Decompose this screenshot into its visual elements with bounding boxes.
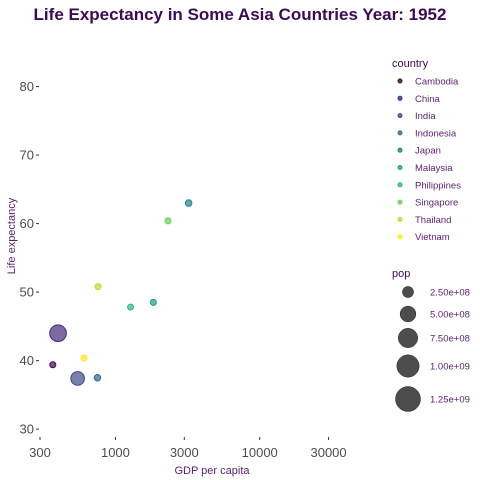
y-tick-label: 60: [20, 216, 34, 231]
y-tick-label: 70: [20, 148, 34, 163]
legend-key-indonesia: [397, 130, 403, 136]
y-tick-label: 80: [20, 79, 34, 94]
point-thailand: [94, 283, 102, 291]
point-china: [49, 324, 67, 343]
y-tick-label: 30: [20, 422, 34, 437]
legend-label-singapore: Singapore: [415, 198, 458, 209]
color-legend-title: country: [392, 58, 429, 70]
legend-label-indonesia: Indonesia: [415, 128, 457, 139]
size-legend-key: [399, 305, 417, 323]
size-legend-label: 2.50e+08: [430, 288, 470, 299]
legend-key-cambodia: [397, 78, 403, 84]
chart-title: Life Expectancy in Some Asia Countries Y…: [34, 5, 447, 24]
legend-label-china: China: [415, 94, 441, 105]
point-philippines: [127, 303, 135, 311]
legend-label-thailand: Thailand: [415, 215, 451, 226]
legend-label-japan: Japan: [415, 146, 441, 157]
points-layer: [49, 199, 193, 386]
x-axis: 300 1000 3000 10000 30000: [29, 437, 347, 460]
color-legend: Cambodia China India Indonesia Japan Malaysia…: [397, 77, 461, 243]
y-axis-title: Life expectancy: [6, 197, 18, 274]
size-legend-label: 7.50e+08: [430, 334, 470, 345]
size-legend-key: [398, 328, 418, 348]
y-axis: 30 40 50 60 70 80: [20, 79, 39, 437]
x-tick-label: 1000: [101, 445, 130, 460]
point-japan: [184, 199, 193, 207]
legend-label-vietnam: Vietnam: [415, 232, 450, 243]
point-singapore: [164, 217, 172, 225]
legend: country Cambodia China India Indonesia Japan…: [392, 58, 470, 412]
y-tick-label: 40: [20, 353, 34, 368]
point-vietnam: [80, 354, 88, 362]
legend-key-philippines: [397, 182, 403, 188]
legend-key-malaysia: [397, 165, 403, 170]
legend-key-thailand: [397, 216, 403, 222]
legend-label-philippines: Philippines: [415, 180, 461, 191]
y-tick-label: 50: [20, 285, 34, 300]
legend-key-japan: [397, 147, 403, 153]
size-legend-label: 5.00e+08: [430, 310, 470, 321]
size-legend-label: 1.00e+09: [430, 362, 470, 373]
size-legend-key: [396, 354, 420, 378]
x-tick-label: 10000: [242, 445, 278, 460]
size-legend: 2.50e+08 5.00e+08 7.50e+08 1.00e+09 1.25e+09: [395, 286, 470, 412]
point-malaysia: [149, 298, 157, 306]
legend-label-malaysia: Malaysia: [415, 163, 453, 174]
legend-key-china: [397, 95, 403, 101]
legend-label-india: India: [415, 111, 436, 122]
x-axis-title: GDP per capita: [174, 465, 250, 477]
x-tick-label: 3000: [170, 445, 199, 460]
point-cambodia: [49, 361, 57, 369]
point-india: [70, 371, 85, 386]
size-legend-key: [402, 286, 414, 298]
size-legend-title: pop: [392, 268, 410, 280]
legend-label-cambodia: Cambodia: [415, 77, 459, 88]
x-tick-label: 300: [29, 445, 51, 460]
x-tick-label: 30000: [310, 445, 346, 460]
size-legend-key: [395, 386, 421, 412]
point-indonesia: [93, 374, 102, 382]
legend-key-india: [397, 113, 403, 119]
legend-key-singapore: [397, 199, 403, 205]
legend-key-vietnam: [397, 234, 403, 240]
size-legend-label: 1.25e+09: [430, 395, 470, 406]
